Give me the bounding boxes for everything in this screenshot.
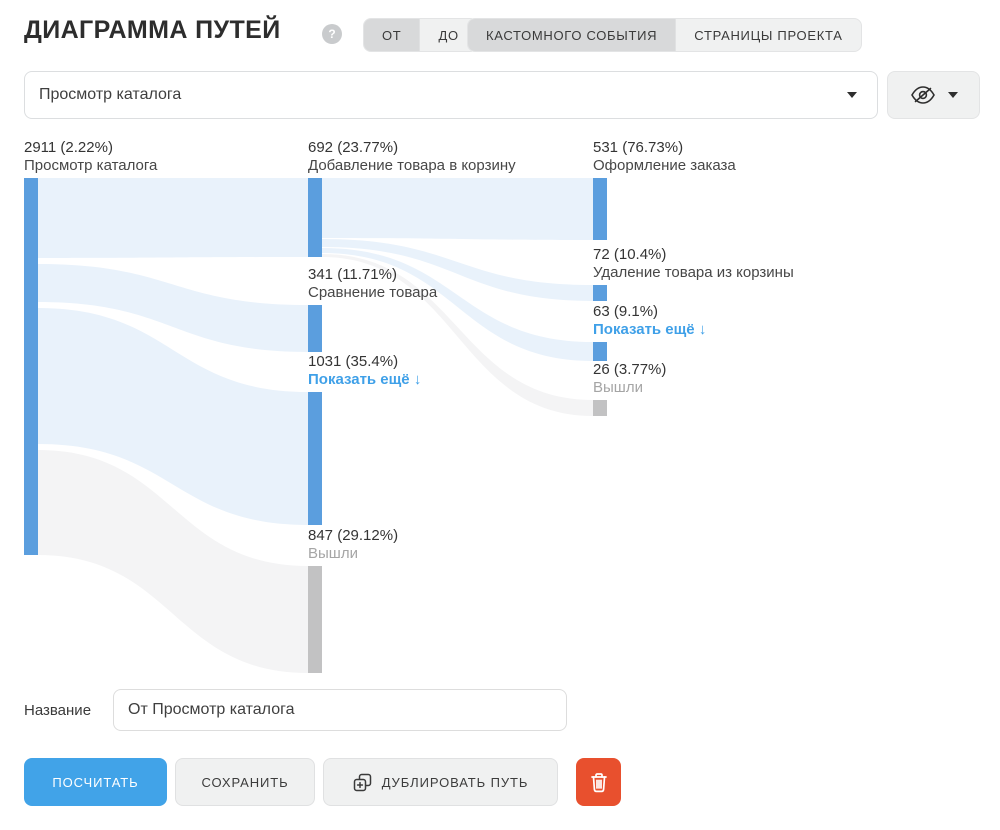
sankey-node-bar[interactable]	[308, 178, 322, 257]
sankey-node-bar[interactable]	[593, 342, 607, 361]
node-value-label: 72 (10.4%)	[593, 246, 667, 263]
sankey-node-bar[interactable]	[593, 285, 607, 301]
sankey-ribbon	[38, 450, 308, 673]
node-name-label: Вышли	[308, 545, 358, 562]
show-more-link[interactable]: Показать ещё ↓	[308, 371, 422, 388]
path-name-input[interactable]	[113, 689, 567, 731]
sankey-ribbon	[322, 254, 593, 416]
show-more-link[interactable]: Показать ещё ↓	[593, 321, 707, 338]
sankey-ribbon	[38, 308, 308, 525]
toggle-to[interactable]: ДО	[419, 19, 476, 51]
chevron-down-icon	[847, 92, 857, 98]
sankey-node-label: 2911 (2.22%) Просмотр каталога	[24, 139, 157, 175]
sankey-node-label: 341 (11.71%) Сравнение товара	[308, 266, 437, 302]
sankey-ribbon	[38, 178, 308, 258]
sankey-node-bar[interactable]	[593, 400, 607, 416]
node-value-label: 531 (76.73%)	[593, 139, 684, 156]
sankey-node-label: 63 (9.1%) Показать ещё ↓	[593, 303, 706, 339]
sankey-ribbon	[322, 248, 593, 361]
node-name-label: Вышли	[593, 379, 643, 396]
sankey-ribbon	[322, 178, 593, 240]
sankey-node-label: 531 (76.73%) Оформление заказа	[593, 139, 736, 175]
node-value-label: 26 (3.77%)	[593, 361, 667, 378]
help-icon[interactable]: ?	[322, 24, 342, 44]
duplicate-label: ДУБЛИРОВАТЬ ПУТЬ	[381, 774, 529, 790]
source-toggle: КАСТОМНОГО СОБЫТИЯ СТРАНИЦЫ ПРОЕКТА	[467, 18, 862, 52]
node-name-label: Просмотр каталога	[24, 157, 158, 174]
node-value-label: 341 (11.71%)	[308, 266, 397, 283]
sankey-node-bar[interactable]	[593, 178, 607, 240]
trash-icon	[590, 772, 607, 792]
toggle-from[interactable]: ОТ	[364, 19, 420, 51]
name-label: Название	[24, 702, 92, 719]
toggle-project-pages[interactable]: СТРАНИЦЫ ПРОЕКТА	[675, 19, 860, 51]
calculate-button[interactable]: ПОСЧИТАТЬ	[24, 758, 167, 806]
direction-toggle: ОТ ДО	[363, 18, 478, 52]
node-value-label: 847 (29.12%)	[308, 527, 399, 544]
sankey-node-label: 72 (10.4%) Удаление товара из корзины	[593, 246, 794, 282]
page-title: ДИАГРАММА ПУТЕЙ	[24, 16, 281, 44]
delete-button[interactable]	[576, 758, 621, 806]
sankey-svg	[24, 178, 607, 673]
toggle-custom-event[interactable]: КАСТОМНОГО СОБЫТИЯ	[468, 19, 676, 51]
duplicate-path-button[interactable]: ДУБЛИРОВАТЬ ПУТЬ	[323, 758, 558, 806]
sankey-node-bar[interactable]	[308, 392, 322, 525]
duplicate-icon	[353, 773, 371, 791]
node-name-label: Сравнение товара	[308, 284, 438, 301]
chevron-down-icon	[947, 92, 958, 98]
sankey-ribbon	[38, 264, 308, 352]
visibility-toggle-button[interactable]	[887, 71, 980, 119]
node-name-label: Оформление заказа	[593, 157, 736, 174]
sankey-chart: 2911 (2.22%) Просмотр каталога 692 (23.77%…	[0, 134, 1000, 679]
sankey-node-bar[interactable]	[308, 305, 322, 352]
sankey-node-label: 692 (23.77%) Добавление товара в корзину	[308, 139, 516, 175]
sankey-node-label: 26 (3.77%) Вышли	[593, 361, 666, 397]
eye-off-icon	[910, 86, 935, 104]
sankey-node-label: 1031 (35.4%) Показать ещё ↓	[308, 353, 421, 389]
node-name-label: Удаление товара из корзины	[593, 264, 794, 281]
node-name-label: Добавление товара в корзину	[308, 157, 516, 174]
sankey-ribbon	[322, 239, 593, 301]
node-value-label: 1031 (35.4%)	[308, 353, 399, 370]
node-value-label: 2911 (2.22%)	[24, 139, 113, 156]
node-value-label: 692 (23.77%)	[308, 139, 399, 156]
sankey-node-bar[interactable]	[308, 566, 322, 673]
sankey-node-bar[interactable]	[24, 178, 38, 555]
save-button[interactable]: СОХРАНИТЬ	[175, 758, 315, 806]
sankey-node-label: 847 (29.12%) Вышли	[308, 527, 398, 563]
event-select-value: Просмотр каталога	[39, 86, 182, 103]
node-value-label: 63 (9.1%)	[593, 303, 659, 320]
event-select[interactable]: Просмотр каталога	[24, 71, 878, 119]
